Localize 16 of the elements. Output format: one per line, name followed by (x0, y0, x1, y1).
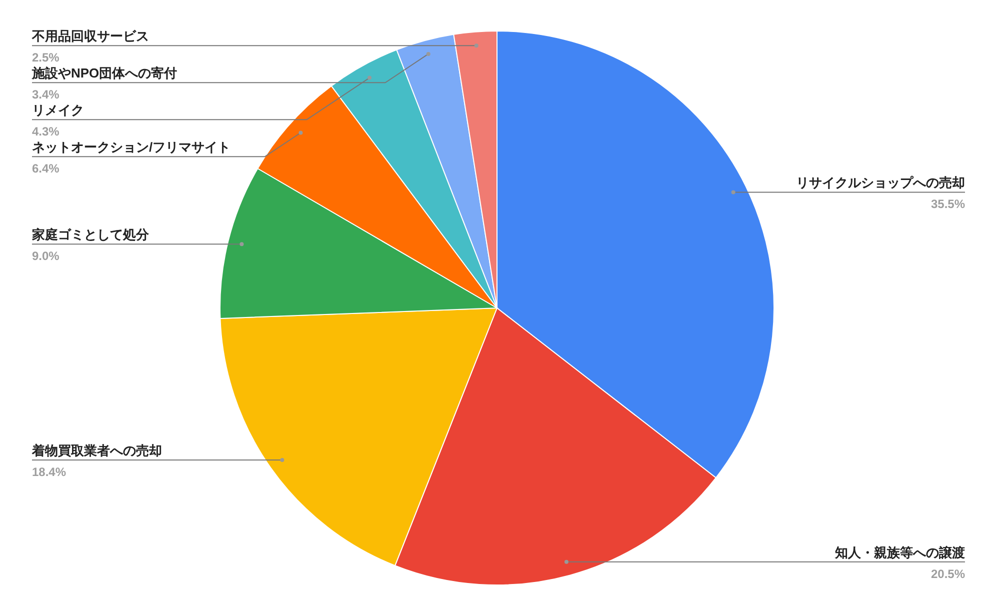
data-label: 6.4% (32, 162, 60, 176)
slice-label: 着物買取業者への売却 (31, 442, 162, 458)
data-label: 4.3% (32, 124, 60, 139)
slice-label: 家庭ゴミとして処分 (31, 227, 150, 242)
slice-label: ネットオークション/フリマサイト (32, 140, 231, 155)
data-label: 20.5% (930, 566, 966, 581)
data-label: 9.0% (32, 249, 60, 264)
slice-label: 施設やNPO団体への寄付 (31, 66, 178, 81)
data-label: 3.4% (32, 88, 60, 102)
slice-label: 知人・親族等への譲渡 (834, 544, 965, 560)
slice-label: リサイクルショップへの売却 (796, 175, 965, 190)
slice-label: 不用品回収サービス (31, 28, 149, 44)
data-label: 18.4% (32, 464, 66, 479)
data-label: 35.5% (930, 197, 966, 212)
slice-label: リメイク (32, 102, 84, 118)
data-label: 2.5% (32, 50, 60, 65)
